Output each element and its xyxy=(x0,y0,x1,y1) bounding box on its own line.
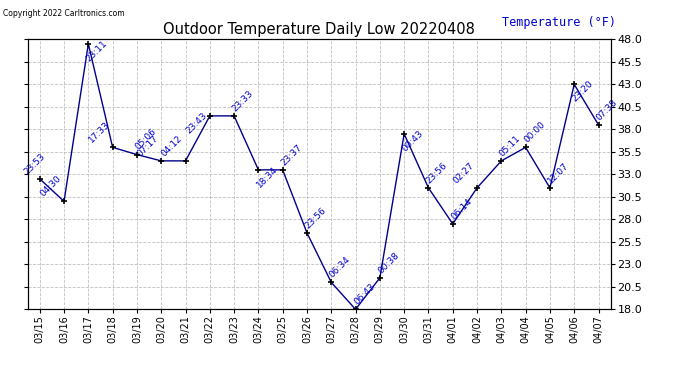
Text: 06:14: 06:14 xyxy=(449,196,474,221)
Title: Outdoor Temperature Daily Low 20220408: Outdoor Temperature Daily Low 20220408 xyxy=(164,22,475,37)
Text: 06:34: 06:34 xyxy=(328,255,353,280)
Text: 04:12: 04:12 xyxy=(159,134,184,158)
Text: Copyright 2022 Carltronics.com: Copyright 2022 Carltronics.com xyxy=(3,9,125,18)
Text: 00:38: 00:38 xyxy=(376,251,401,275)
Text: 07:17: 07:17 xyxy=(135,134,160,158)
Text: 00:43: 00:43 xyxy=(401,129,425,153)
Text: 23:20: 23:20 xyxy=(571,80,595,104)
Text: 23:53: 23:53 xyxy=(22,152,47,176)
Text: 18:34: 18:34 xyxy=(255,165,279,189)
Text: Temperature (°F): Temperature (°F) xyxy=(502,16,616,28)
Text: 05:06: 05:06 xyxy=(133,127,158,152)
Text: 06:43: 06:43 xyxy=(352,282,377,307)
Text: 00:00: 00:00 xyxy=(522,120,546,145)
Text: 02:27: 02:27 xyxy=(451,160,475,185)
Text: 23:43: 23:43 xyxy=(184,111,208,135)
Text: 07:38: 07:38 xyxy=(595,98,620,122)
Text: 04:30: 04:30 xyxy=(38,174,63,199)
Text: 23:33: 23:33 xyxy=(230,88,255,113)
Text: 23:11: 23:11 xyxy=(85,39,109,63)
Text: 17:33: 17:33 xyxy=(87,120,112,145)
Text: 12:07: 12:07 xyxy=(546,160,571,185)
Text: 23:56: 23:56 xyxy=(425,160,449,185)
Text: 05:11: 05:11 xyxy=(497,134,522,158)
Text: 23:37: 23:37 xyxy=(279,142,304,167)
Text: 23:56: 23:56 xyxy=(304,206,328,230)
